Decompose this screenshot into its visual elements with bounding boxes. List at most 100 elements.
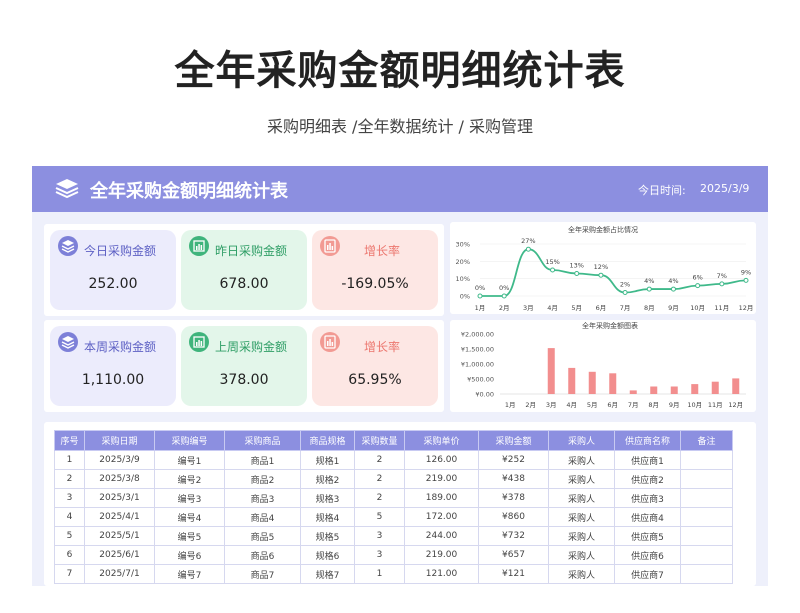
table-cell[interactable]: 商品1 (224, 450, 301, 470)
column-header[interactable]: 采购商品 (224, 430, 301, 451)
table-cell[interactable]: 2025/3/1 (84, 488, 155, 508)
table-cell[interactable]: 规格1 (300, 450, 355, 470)
table-cell[interactable]: 商品5 (224, 526, 301, 546)
table-cell[interactable] (680, 564, 733, 584)
table-cell[interactable]: 商品4 (224, 507, 301, 527)
table-cell[interactable]: ¥121 (478, 564, 549, 584)
column-header[interactable]: 采购数量 (354, 430, 405, 451)
card-label: 本周采购金额 (83, 340, 156, 354)
table-cell[interactable]: 172.00 (404, 507, 479, 527)
table-cell[interactable] (680, 526, 733, 546)
table-cell[interactable]: 244.00 (404, 526, 479, 546)
table-cell[interactable]: 2025/3/9 (84, 450, 155, 470)
table-cell[interactable]: 5 (54, 526, 85, 546)
column-header[interactable]: 采购人 (548, 430, 615, 451)
table-cell[interactable]: 规格6 (300, 545, 355, 565)
column-header[interactable]: 采购编号 (154, 430, 225, 451)
table-cell[interactable]: 2025/3/8 (84, 469, 155, 489)
line-chart-box: 全年采购金额占比情况 0% 10% 20% 30% 0% 1月 0% 2月 27% 3月 15% 4月 1… (450, 222, 756, 314)
table-cell[interactable]: 编号5 (154, 526, 225, 546)
table-cell[interactable]: 供应商5 (614, 526, 681, 546)
table-cell[interactable]: 供应商3 (614, 488, 681, 508)
table-cell[interactable]: 采购人 (548, 469, 615, 489)
table-row[interactable]: 2 2025/3/8 编号2 商品2 规格2 2 219.00 ¥438 采购人 供应商2 (54, 469, 733, 489)
table-cell[interactable]: 商品7 (224, 564, 301, 584)
column-header[interactable]: 采购日期 (84, 430, 155, 451)
table-cell[interactable]: 供应商1 (614, 450, 681, 470)
table-cell[interactable] (680, 488, 733, 508)
table-cell[interactable]: 编号7 (154, 564, 225, 584)
table-cell[interactable]: 7 (54, 564, 85, 584)
table-cell[interactable]: 3 (354, 526, 405, 546)
column-header[interactable]: 备注 (680, 430, 733, 451)
table-cell[interactable]: 规格5 (300, 526, 355, 546)
table-cell[interactable]: 6 (54, 545, 85, 565)
table-cell[interactable]: 4 (54, 507, 85, 527)
column-header[interactable]: 采购单价 (404, 430, 479, 451)
table-cell[interactable]: 编号4 (154, 507, 225, 527)
table-cell[interactable]: 2 (354, 450, 405, 470)
table-cell[interactable]: 规格3 (300, 488, 355, 508)
table-row[interactable]: 7 2025/7/1 编号7 商品7 规格7 1 121.00 ¥121 采购人 供应商7 (54, 564, 733, 584)
table-cell[interactable]: 126.00 (404, 450, 479, 470)
table-cell[interactable]: 1 (54, 450, 85, 470)
table-cell[interactable]: 编号2 (154, 469, 225, 489)
column-header[interactable]: 序号 (54, 430, 85, 451)
table-cell[interactable]: 编号3 (154, 488, 225, 508)
table-cell[interactable]: 供应商7 (614, 564, 681, 584)
table-row[interactable]: 6 2025/6/1 编号6 商品6 规格6 3 219.00 ¥657 采购人 供应商6 (54, 545, 733, 565)
table-cell[interactable]: 3 (54, 488, 85, 508)
column-header[interactable]: 供应商名称 (614, 430, 681, 451)
table-cell[interactable]: 编号1 (154, 450, 225, 470)
table-cell[interactable]: 2 (54, 469, 85, 489)
table-cell[interactable]: 采购人 (548, 488, 615, 508)
table-cell[interactable]: 规格7 (300, 564, 355, 584)
table-cell[interactable] (680, 545, 733, 565)
table-cell[interactable]: 供应商6 (614, 545, 681, 565)
table-cell[interactable]: 219.00 (404, 469, 479, 489)
table-cell[interactable]: ¥378 (478, 488, 549, 508)
table-cell[interactable]: 采购人 (548, 450, 615, 470)
table-cell[interactable]: ¥252 (478, 450, 549, 470)
table-cell[interactable]: 采购人 (548, 526, 615, 546)
table-cell[interactable]: 189.00 (404, 488, 479, 508)
column-header[interactable]: 采购金额 (478, 430, 549, 451)
table-cell[interactable]: 2025/7/1 (84, 564, 155, 584)
table-cell[interactable]: 编号6 (154, 545, 225, 565)
header-bar: 全年采购金额明细统计表 今日时间: 2025/3/9 (32, 166, 768, 212)
table-row[interactable]: 3 2025/3/1 编号3 商品3 规格3 2 189.00 ¥378 采购人 供应商3 (54, 488, 733, 508)
table-cell[interactable]: 2025/4/1 (84, 507, 155, 527)
table-cell[interactable]: 商品3 (224, 488, 301, 508)
table-cell[interactable] (680, 450, 733, 470)
table-cell[interactable]: ¥860 (478, 507, 549, 527)
table-cell[interactable]: 2 (354, 469, 405, 489)
table-cell[interactable]: 1 (354, 564, 405, 584)
table-cell[interactable]: 2 (354, 488, 405, 508)
table-cell[interactable]: 2025/5/1 (84, 526, 155, 546)
table-cell[interactable]: 3 (354, 545, 405, 565)
table-cell[interactable]: 采购人 (548, 545, 615, 565)
table-cell[interactable]: 规格4 (300, 507, 355, 527)
table-cell[interactable]: 供应商4 (614, 507, 681, 527)
table-row[interactable]: 4 2025/4/1 编号4 商品4 规格4 5 172.00 ¥860 采购人 供应商4 (54, 507, 733, 527)
table-cell[interactable]: 规格2 (300, 469, 355, 489)
table-cell[interactable]: 219.00 (404, 545, 479, 565)
stack-icon (58, 332, 78, 352)
table-cell[interactable]: ¥732 (478, 526, 549, 546)
table-row[interactable]: 5 2025/5/1 编号5 商品5 规格5 3 244.00 ¥732 采购人 供应商5 (54, 526, 733, 546)
table-cell[interactable] (680, 507, 733, 527)
table-cell[interactable] (680, 469, 733, 489)
table-cell[interactable]: 商品6 (224, 545, 301, 565)
table-row[interactable]: 1 2025/3/9 编号1 商品1 规格1 2 126.00 ¥252 采购人 供应商1 (54, 450, 733, 470)
table-cell[interactable]: ¥657 (478, 545, 549, 565)
column-header[interactable]: 商品规格 (300, 430, 355, 451)
yesterday-amount-card: 昨日采购金额 678.00 (181, 230, 307, 310)
table-cell[interactable]: 2025/6/1 (84, 545, 155, 565)
table-cell[interactable]: 121.00 (404, 564, 479, 584)
table-cell[interactable]: 商品2 (224, 469, 301, 489)
table-cell[interactable]: 供应商2 (614, 469, 681, 489)
table-cell[interactable]: ¥438 (478, 469, 549, 489)
table-cell[interactable]: 采购人 (548, 564, 615, 584)
table-cell[interactable]: 5 (354, 507, 405, 527)
table-cell[interactable]: 采购人 (548, 507, 615, 527)
